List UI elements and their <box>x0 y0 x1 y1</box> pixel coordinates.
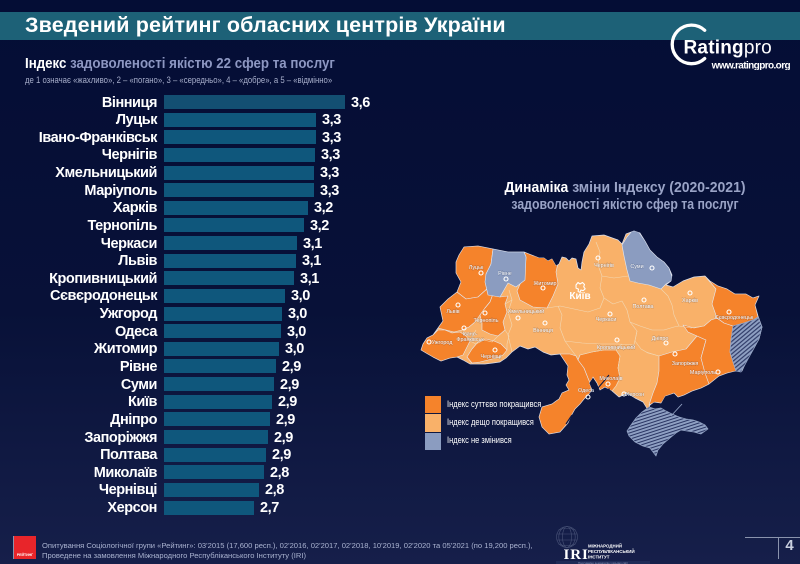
svg-text:Одеса: Одеса <box>578 388 594 394</box>
svg-text:Вінниця: Вінниця <box>533 328 553 334</box>
svg-text:Миколаїв: Миколаїв <box>599 376 622 382</box>
svg-text:Харків: Харків <box>682 298 698 304</box>
svg-text:МІЖНАРОДНИЙ: МІЖНАРОДНИЙ <box>588 544 622 549</box>
svg-text:Івано-: Івано- <box>462 331 477 337</box>
svg-text:Ужгород: Ужгород <box>432 340 454 346</box>
svg-text:Кропивницький: Кропивницький <box>597 344 635 351</box>
svg-text:Полтава: Полтава <box>632 304 653 310</box>
svg-text:Чернівці: Чернівці <box>481 354 502 360</box>
svg-text:Луцьк: Луцьк <box>469 265 484 271</box>
svg-text:Суми: Суми <box>630 264 643 270</box>
svg-text:Львів: Львів <box>446 309 459 315</box>
svg-text:IRI: IRI <box>564 547 589 563</box>
svg-text:Запоріжжя: Запоріжжя <box>672 361 699 367</box>
svg-text:Ratingpro: Ratingpro <box>684 38 772 59</box>
svg-text:Київ: Київ <box>569 291 590 302</box>
svg-text:Житомир: Житомир <box>533 281 556 287</box>
svg-text:Просуваємо демократію у всьому: Просуваємо демократію у всьому світі <box>578 561 628 564</box>
svg-text:Черкаси: Черкаси <box>596 317 617 323</box>
svg-text:РЕСПУБЛІКАНСЬКИЙ: РЕСПУБЛІКАНСЬКИЙ <box>588 549 635 554</box>
svg-text:Франківськ: Франківськ <box>456 337 484 343</box>
svg-text:www.ratingpro.org: www.ratingpro.org <box>711 61 791 71</box>
svg-text:Тернопіль: Тернопіль <box>473 318 498 324</box>
svg-text:Рівне: Рівне <box>498 271 512 277</box>
svg-text:ІНСТИТУТ: ІНСТИТУТ <box>588 555 610 560</box>
svg-text:Херсон: Херсон <box>626 392 644 398</box>
svg-text:Хмельницький: Хмельницький <box>508 308 544 315</box>
svg-text:Сєвєродонецьк: Сєвєродонецьк <box>715 315 754 321</box>
svg-text:Маріуполь: Маріуполь <box>690 370 716 376</box>
svg-text:Дніпро: Дніпро <box>652 336 669 342</box>
svg-text:Чернігів: Чернігів <box>594 263 614 269</box>
